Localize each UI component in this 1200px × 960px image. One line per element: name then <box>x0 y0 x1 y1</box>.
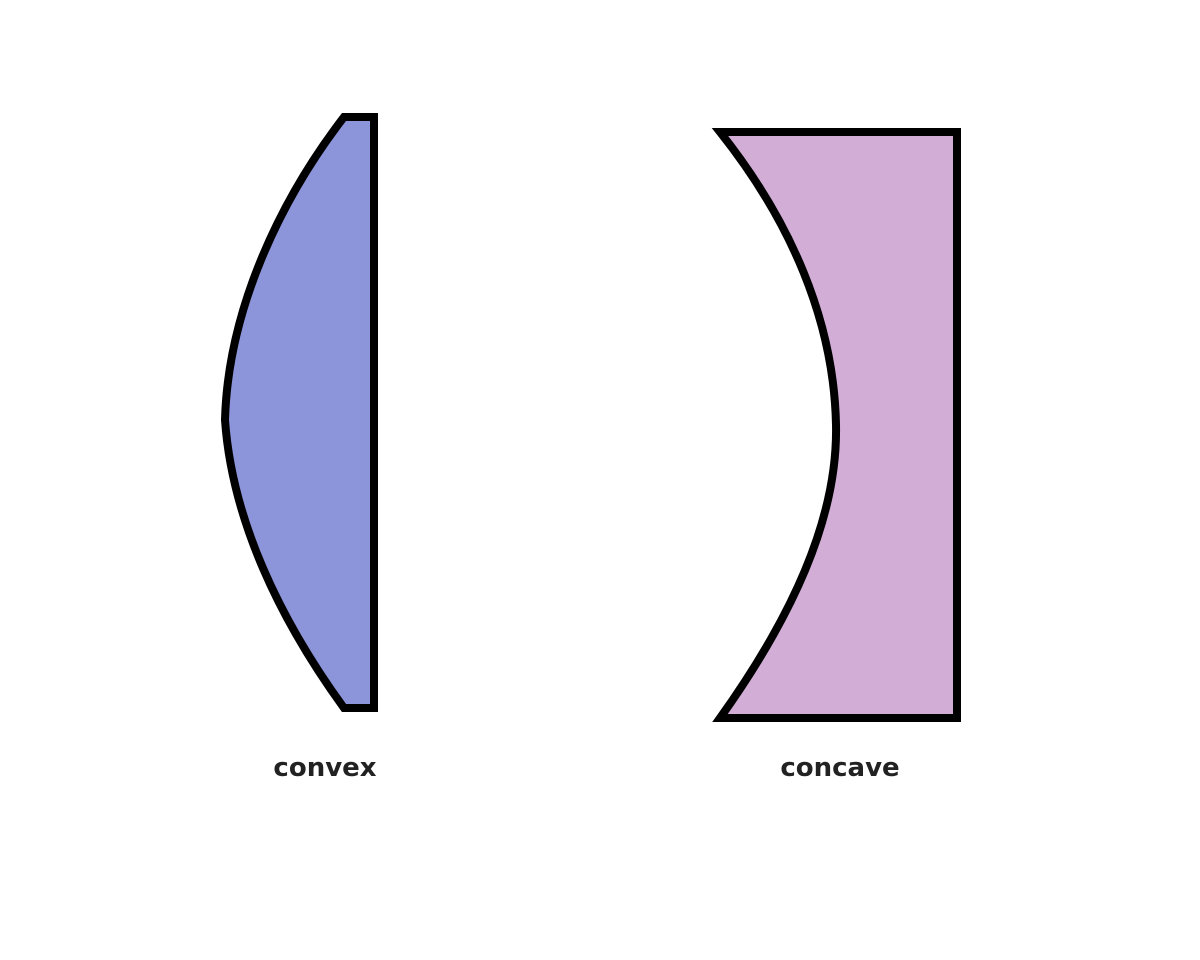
concave-label: concave <box>780 753 899 783</box>
convex-lens <box>220 113 378 712</box>
convex-label: convex <box>273 753 376 783</box>
convex-lens-shape <box>220 113 378 712</box>
concave-lens-shape <box>711 128 961 722</box>
concave-lens <box>711 128 961 722</box>
